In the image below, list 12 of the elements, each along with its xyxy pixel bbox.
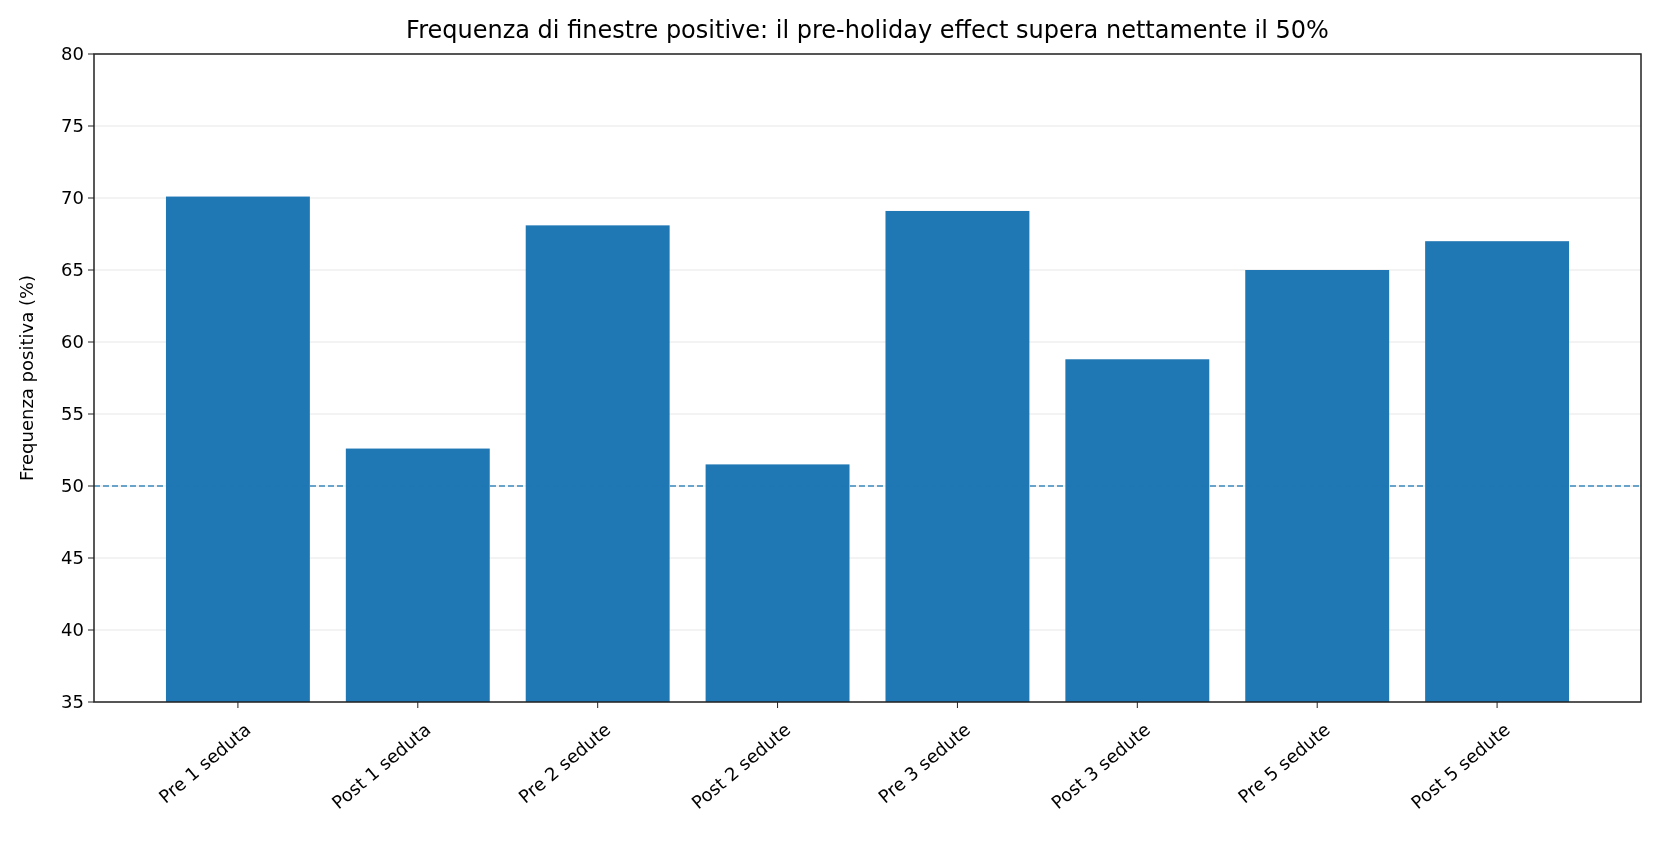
y-tick-label: 65 — [61, 259, 84, 281]
y-tick-label: 40 — [61, 619, 84, 641]
y-tick-label: 35 — [61, 691, 84, 713]
y-tick-label: 45 — [61, 547, 84, 569]
y-tick-label: 50 — [61, 475, 84, 497]
y-axis-title: Frequenza positiva (%) — [16, 274, 37, 482]
y-tick-label: 60 — [61, 331, 84, 353]
y-tick-label: 70 — [61, 187, 84, 209]
y-tick-label: 80 — [61, 43, 84, 65]
chart-title: Frequenza di finestre positive: il pre-holiday effect supera nettamente il 50% — [406, 16, 1329, 44]
y-tick-label: 75 — [61, 115, 84, 137]
y-tick-label: 55 — [61, 403, 84, 425]
